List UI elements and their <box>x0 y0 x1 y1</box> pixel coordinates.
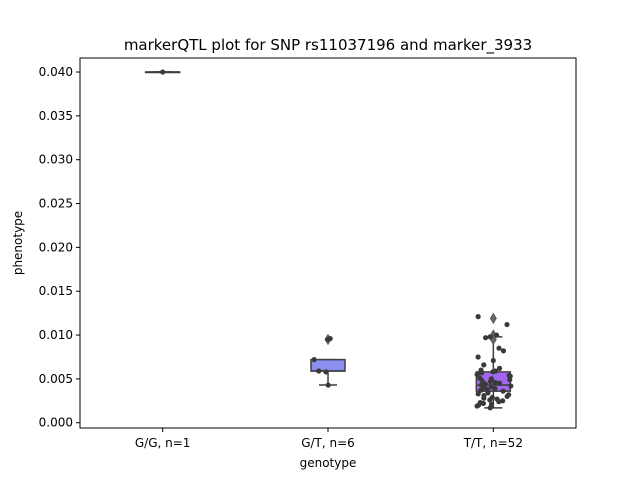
y-axis-label: phenotype <box>11 211 25 275</box>
data-point <box>493 332 500 338</box>
x-tick-label: T/T, n=52 <box>463 436 523 450</box>
data-point <box>507 377 513 383</box>
data-point <box>479 378 485 384</box>
data-point <box>323 369 329 375</box>
data-point <box>504 393 510 400</box>
data-point <box>475 391 481 397</box>
plot-area <box>144 69 514 411</box>
data-point <box>487 378 494 385</box>
data-point <box>480 400 486 407</box>
data-point <box>325 382 331 388</box>
data-point <box>496 345 502 351</box>
data-point <box>316 368 322 374</box>
chart-title: markerQTL plot for SNP rs11037196 and ma… <box>124 36 532 55</box>
x-axis-label: genotype <box>300 456 357 470</box>
data-point <box>496 399 502 405</box>
data-point <box>496 380 503 386</box>
data-point <box>490 357 496 364</box>
data-point <box>327 335 333 342</box>
data-point <box>500 388 506 394</box>
data-point <box>504 321 510 328</box>
y-tick-label: 0.000 <box>39 416 73 430</box>
x-tick-label: G/T, n=6 <box>301 436 355 450</box>
data-point <box>311 357 317 363</box>
data-point <box>492 379 498 386</box>
data-point <box>481 362 487 368</box>
data-point <box>482 335 489 341</box>
data-point <box>160 69 166 75</box>
y-tick-label: 0.020 <box>39 240 73 254</box>
data-point <box>475 354 481 360</box>
data-point <box>492 385 498 392</box>
data-point <box>487 334 493 340</box>
data-point <box>487 405 493 411</box>
data-point <box>479 370 485 376</box>
data-point <box>490 369 496 375</box>
y-tick-label: 0.015 <box>39 284 73 298</box>
data-point <box>474 403 480 409</box>
data-point <box>500 348 507 354</box>
y-tick-label: 0.040 <box>39 65 73 79</box>
outlier-marker <box>489 312 497 325</box>
x-tick-label: G/G, n=1 <box>135 436 191 450</box>
y-tick-label: 0.010 <box>39 328 73 342</box>
y-tick-label: 0.005 <box>39 372 73 386</box>
y-tick-label: 0.030 <box>39 153 73 167</box>
data-point <box>485 390 491 396</box>
data-point <box>487 397 493 403</box>
data-point <box>508 383 514 389</box>
y-tick-label: 0.025 <box>39 197 73 211</box>
data-point <box>496 365 503 371</box>
y-tick-label: 0.035 <box>39 109 73 123</box>
data-point <box>481 395 487 401</box>
data-point <box>475 314 481 320</box>
